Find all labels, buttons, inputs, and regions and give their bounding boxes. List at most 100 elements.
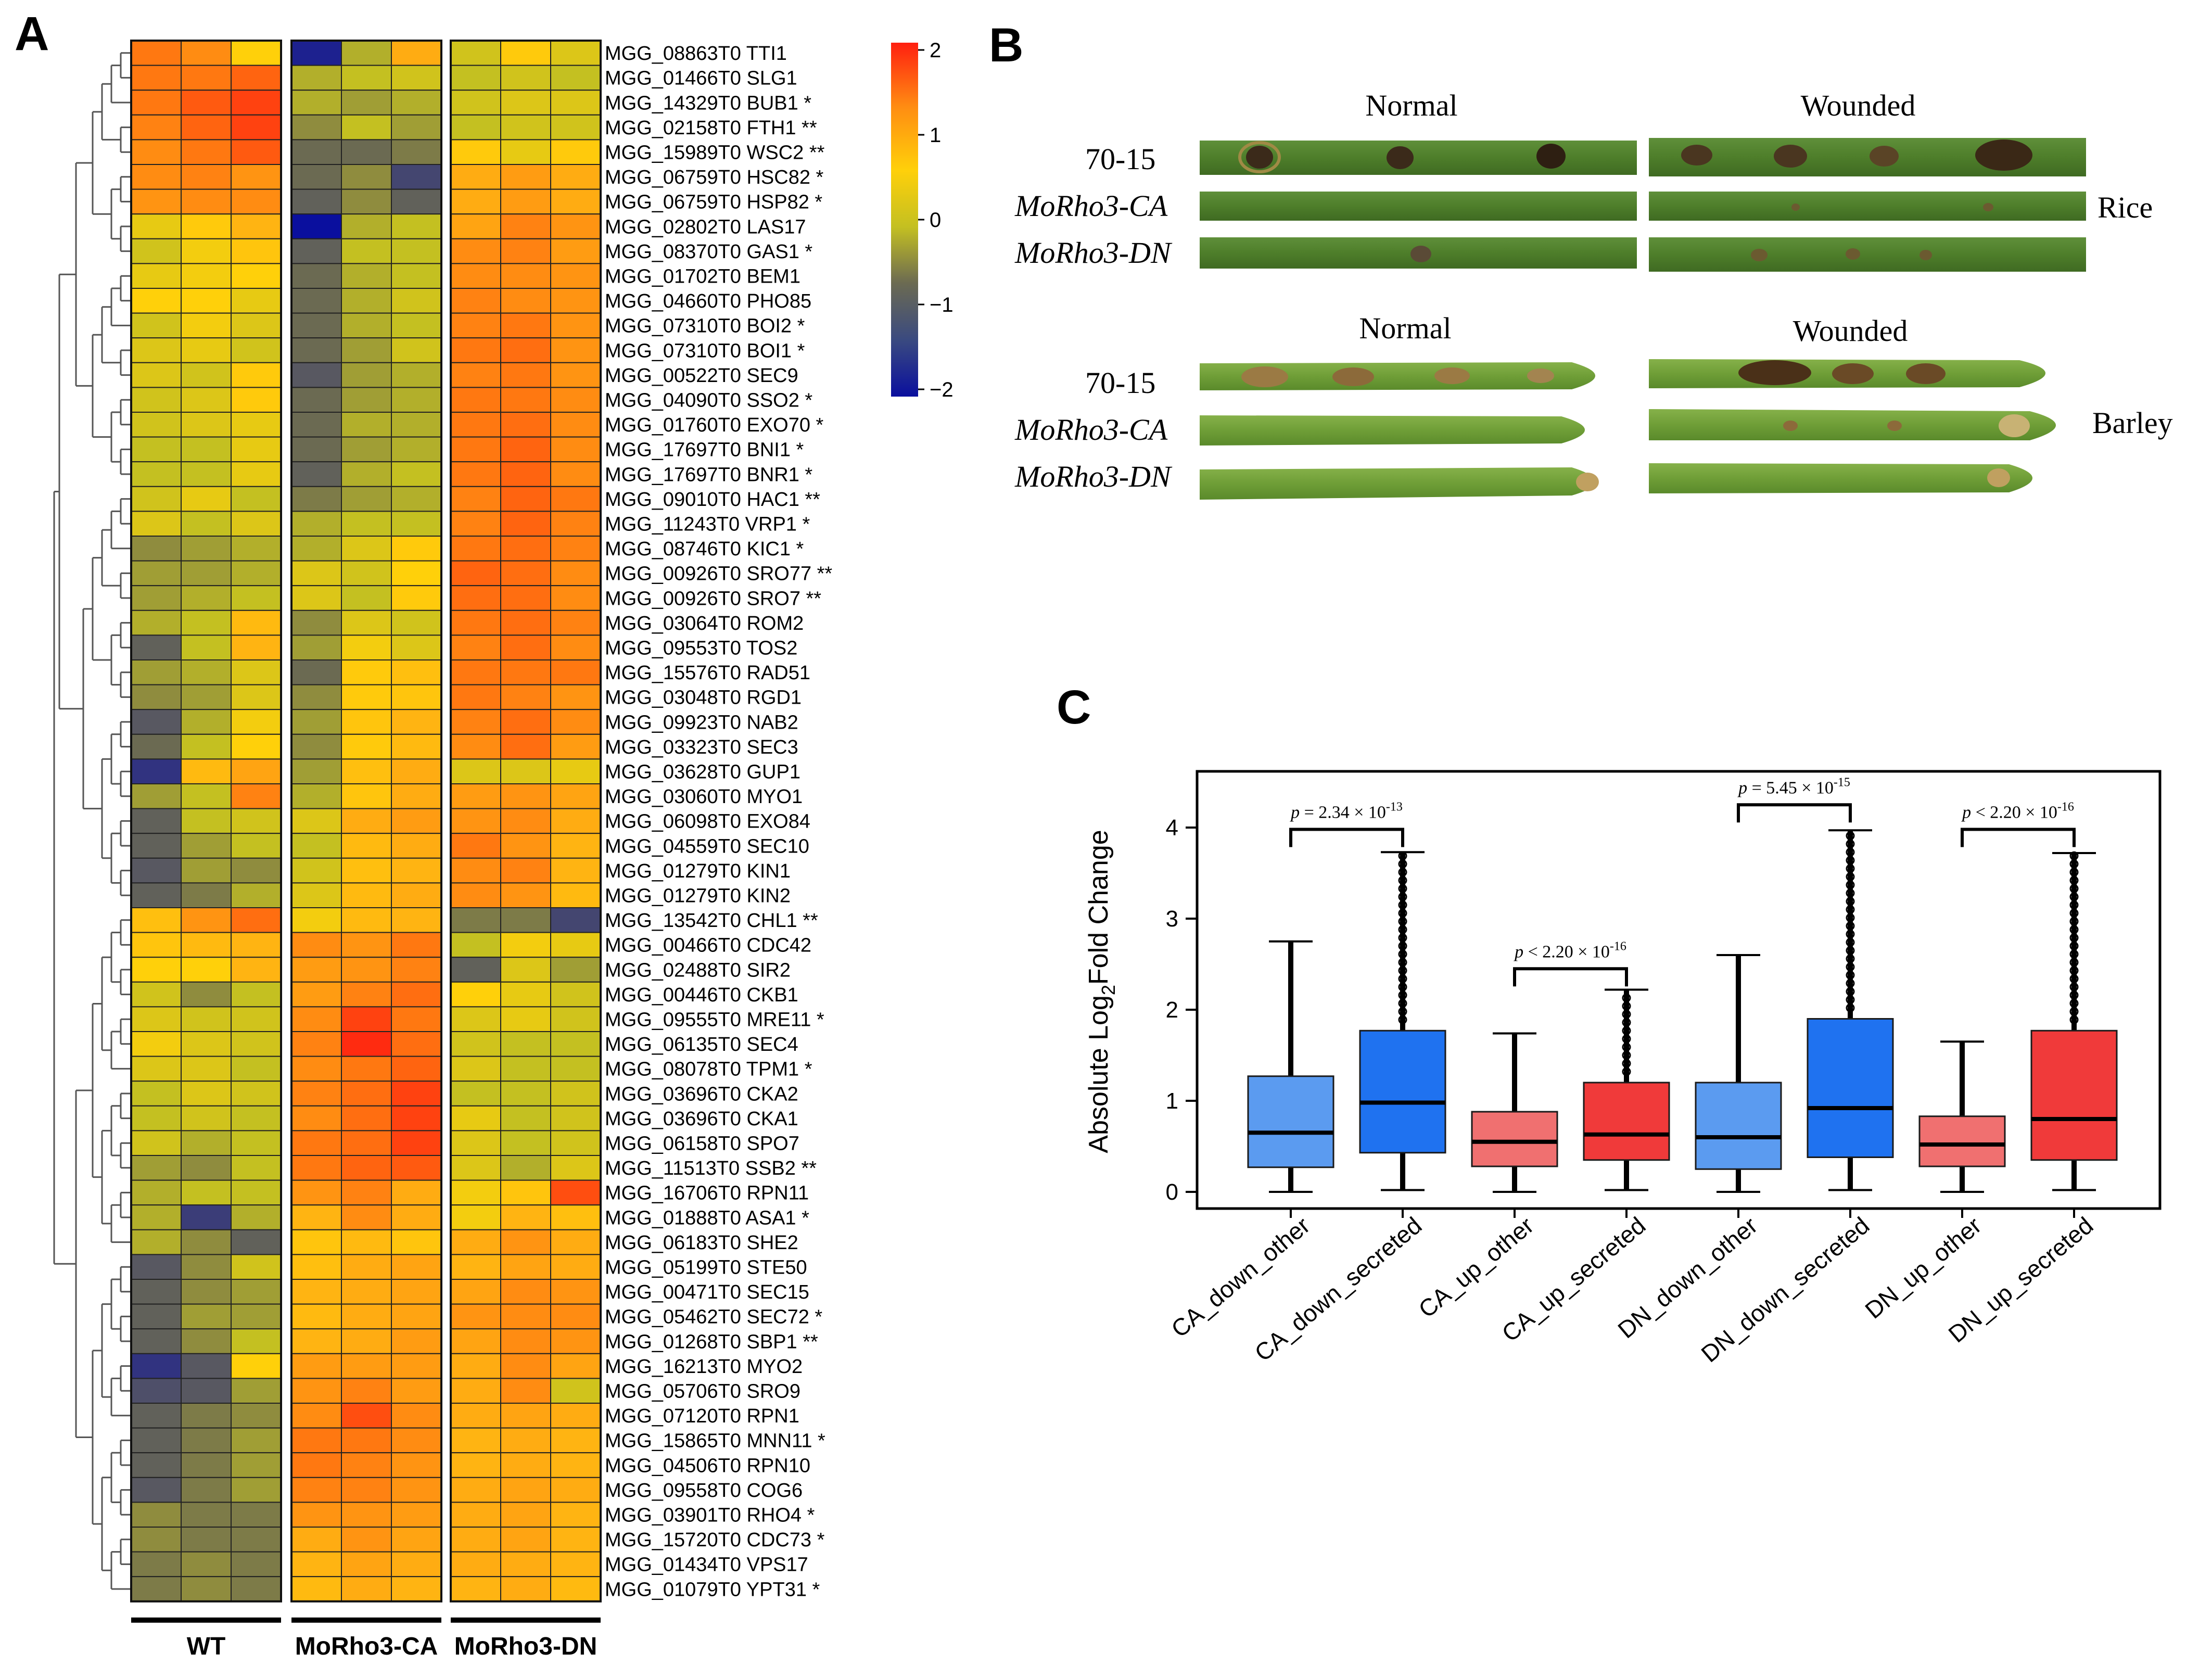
heatmap-cell	[231, 164, 282, 190]
heatmap-cell	[291, 1130, 342, 1156]
leaf-barley-dn-wounded	[1649, 463, 2032, 493]
heatmap-cell	[231, 1056, 282, 1082]
heatmap-cell	[450, 188, 501, 215]
gene-label: MGG_05706T0 SRO9	[605, 1381, 800, 1403]
heatmap-cell	[500, 238, 551, 264]
heatmap-cell	[500, 1229, 551, 1255]
heatmap-cell	[341, 1105, 392, 1132]
heatmap-cell	[550, 238, 601, 264]
heatmap-cell	[450, 609, 501, 636]
heatmap-cell	[181, 1576, 232, 1602]
heatmap-cell	[341, 1527, 392, 1553]
significance-brackets: p = 2.34 × 10-13 p < 2.20 × 10-16 p = 5.45…	[1289, 776, 2076, 987]
heatmap-cell	[391, 1080, 442, 1107]
heatmap-cell	[391, 1502, 442, 1528]
heatmap-cell	[231, 536, 282, 562]
heatmap-cell	[450, 114, 501, 141]
heatmap-cell	[131, 833, 182, 859]
heatmap-cell	[231, 1105, 282, 1132]
heatmap-cell	[231, 1353, 282, 1379]
heatmap-cell	[131, 1179, 182, 1206]
heatmap-cell	[450, 461, 501, 487]
heatmap-cell	[391, 1229, 442, 1255]
heatmap-cell	[450, 1403, 501, 1429]
heatmap-cell	[550, 486, 601, 512]
legend-tick-label: 1	[930, 124, 941, 147]
heatmap-cell	[131, 1056, 182, 1082]
heatmap-cell	[231, 1204, 282, 1230]
outlier-point	[2069, 990, 2079, 1000]
heatmap-cell	[550, 1502, 601, 1528]
significance-bracket	[1289, 828, 1404, 847]
heatmap-cell	[450, 1031, 501, 1057]
heatmap-cell	[341, 1229, 392, 1255]
heatmap-cell	[231, 288, 282, 314]
heatmap-cell	[450, 1056, 501, 1082]
heatmap-cell	[550, 1551, 601, 1578]
outlier-point	[1622, 1026, 1631, 1035]
heatmap-cell	[291, 511, 342, 537]
outlier-point	[1398, 942, 1407, 950]
heatmap-cell	[550, 1056, 601, 1082]
heatmap-cell	[500, 436, 551, 463]
heatmap-cell	[231, 783, 282, 809]
outlier-point	[2069, 876, 2079, 885]
gene-label: MGG_03696T0 CKA1	[605, 1108, 798, 1130]
heatmap-cell	[181, 1204, 232, 1230]
heatmap-cell	[450, 957, 501, 983]
heatmap-cell	[450, 783, 501, 809]
leaf-rice-dn-wounded	[1649, 237, 2086, 272]
heatmap-cell	[450, 1452, 501, 1478]
heatmap-cell	[181, 1155, 232, 1181]
heatmap-cell	[181, 40, 232, 66]
p-value-label: p = 5.45 × 10-15	[1737, 776, 1850, 797]
heatmap-cell	[231, 486, 282, 512]
gene-label: MGG_03060T0 MYO1	[605, 786, 803, 808]
leaf-barley-ca-wounded	[1649, 409, 2056, 440]
gene-label: MGG_06158T0 SPO7	[605, 1133, 799, 1155]
heatmap-cell	[550, 263, 601, 289]
panel-a-label: A	[15, 7, 49, 60]
heatmap-cell	[341, 436, 392, 463]
heatmap-cell	[450, 1155, 501, 1181]
gene-label: MGG_03628T0 GUP1	[605, 761, 800, 783]
outlier-point	[1398, 933, 1407, 943]
heatmap-cell	[391, 957, 442, 983]
outlier-point	[2069, 900, 2079, 910]
heatmap-cell	[450, 1378, 501, 1404]
heatmap-cell	[550, 139, 601, 165]
heatmap-cell	[341, 1031, 392, 1057]
heatmap-cell	[391, 1179, 442, 1206]
gene-label: MGG_07310T0 BOI1 *	[605, 340, 805, 362]
heatmap-cell	[500, 634, 551, 661]
box-CA_up_other	[1471, 1111, 1558, 1167]
y-tick-label: 1	[1166, 1088, 1178, 1114]
heatmap-cell	[131, 511, 182, 537]
heatmap-cell	[231, 387, 282, 413]
lesion	[1410, 246, 1431, 262]
heatmap-cell	[131, 1130, 182, 1156]
heatmap-cell	[181, 733, 232, 760]
heatmap-cell	[181, 609, 232, 636]
heatmap-cell	[341, 659, 392, 685]
heatmap-cell	[341, 1006, 392, 1033]
heatmap-cell	[181, 560, 232, 587]
heatmap-cell	[341, 733, 392, 760]
heatmap-cell	[181, 1403, 232, 1429]
leaf-tip	[1987, 468, 2010, 487]
outlier-point	[1846, 978, 1855, 988]
gene-label: MGG_01279T0 KIN1	[605, 860, 791, 882]
heatmap-cell	[500, 1328, 551, 1354]
gene-label: MGG_09555T0 MRE11 *	[605, 1009, 824, 1031]
gene-label: MGG_09553T0 TOS2	[605, 638, 797, 659]
heatmap-cell	[341, 609, 392, 636]
gene-label: MGG_04559T0 SEC10	[605, 835, 809, 857]
rice-species: Rice	[2097, 190, 2153, 224]
heatmap-cell	[341, 188, 392, 215]
heatmap-cell	[550, 1427, 601, 1454]
lesion	[1791, 204, 1800, 211]
gene-label: MGG_04506T0 RPN10	[605, 1455, 810, 1477]
heatmap-cell	[231, 659, 282, 685]
heatmap-cell	[231, 1477, 282, 1503]
box-DN_down_secreted	[1807, 1018, 1894, 1158]
